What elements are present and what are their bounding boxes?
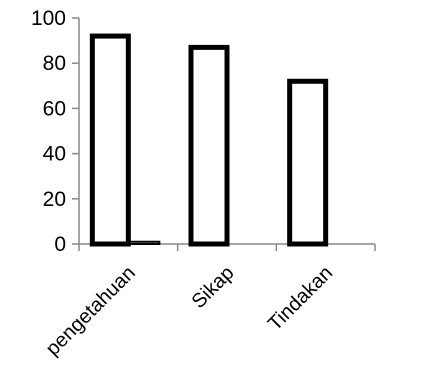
bar-secondary xyxy=(128,240,161,246)
category-label: Sikap xyxy=(188,262,239,313)
y-axis-ticks: 0 20 40 60 80 100 xyxy=(31,7,79,256)
x-axis-ticks xyxy=(78,244,376,251)
y-tick-label: 100 xyxy=(31,7,66,30)
bar xyxy=(287,78,329,247)
category-labels: pengetahuan Sikap Tindakan xyxy=(42,262,337,360)
y-tick-label: 80 xyxy=(43,52,66,75)
y-tick-label: 60 xyxy=(43,97,66,120)
y-tick-label: 0 xyxy=(54,233,66,256)
category-label: pengetahuan xyxy=(42,262,140,360)
bar xyxy=(89,33,131,247)
y-tick-label: 40 xyxy=(43,143,66,166)
category-label: Tindakan xyxy=(264,262,337,335)
bar-series xyxy=(89,33,329,247)
y-tick-label: 20 xyxy=(43,188,66,211)
bar xyxy=(188,44,230,247)
